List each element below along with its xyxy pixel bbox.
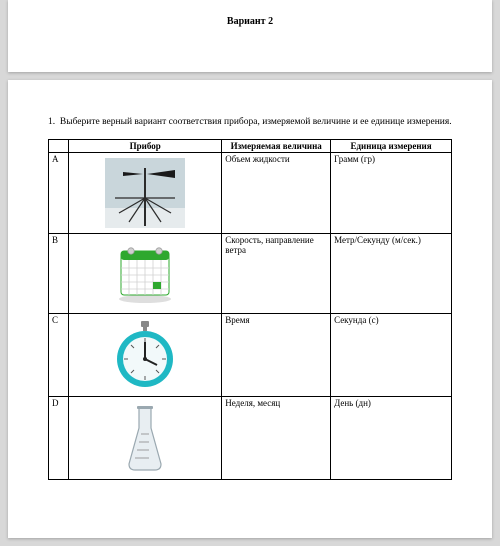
table-row: А Объем жидкости [49, 152, 452, 233]
unit-cell: Секунда (с) [331, 313, 452, 396]
unit-cell: Метр/Секунду (м/сек.) [331, 233, 452, 313]
device-cell [69, 233, 222, 313]
header-letter [49, 139, 69, 152]
row-letter: В [49, 233, 69, 313]
quantity-cell: Скорость, направление ветра [222, 233, 331, 313]
matching-table: Прибор Измеряемая величина Единица измер… [48, 139, 452, 480]
row-letter: А [49, 152, 69, 233]
table-row: В [49, 233, 452, 313]
unit-cell: Грамм (гр) [331, 152, 452, 233]
quantity-cell: Неделя, месяц [222, 396, 331, 479]
weather-vane-icon [105, 158, 185, 228]
calendar-icon [109, 241, 181, 305]
stopwatch-icon [109, 319, 181, 391]
device-cell [69, 152, 222, 233]
row-letter: D [49, 396, 69, 479]
header-quantity: Измеряемая величина [222, 139, 331, 152]
quantity-cell: Объем жидкости [222, 152, 331, 233]
unit-cell: День (дн) [331, 396, 452, 479]
table-row: D Неделя, месяц День (дн) [49, 396, 452, 479]
table-row: С [49, 313, 452, 396]
quantity-cell: Время [222, 313, 331, 396]
device-cell [69, 396, 222, 479]
header-device: Прибор [69, 139, 222, 152]
row-letter: С [49, 313, 69, 396]
header-unit: Единица измерения [331, 139, 452, 152]
variant-title: Вариант 2 [8, 16, 492, 27]
table-header-row: Прибор Измеряемая величина Единица измер… [49, 139, 452, 152]
device-cell [69, 313, 222, 396]
question-text: Выберите верный вариант соответствия при… [60, 117, 452, 127]
question-block: 1. Выберите верный вариант соответствия … [48, 116, 452, 129]
page-body: 1. Выберите верный вариант соответствия … [8, 80, 492, 538]
flask-icon [121, 402, 169, 474]
page-header: Вариант 2 [8, 0, 492, 72]
question-number: 1. [48, 117, 55, 127]
